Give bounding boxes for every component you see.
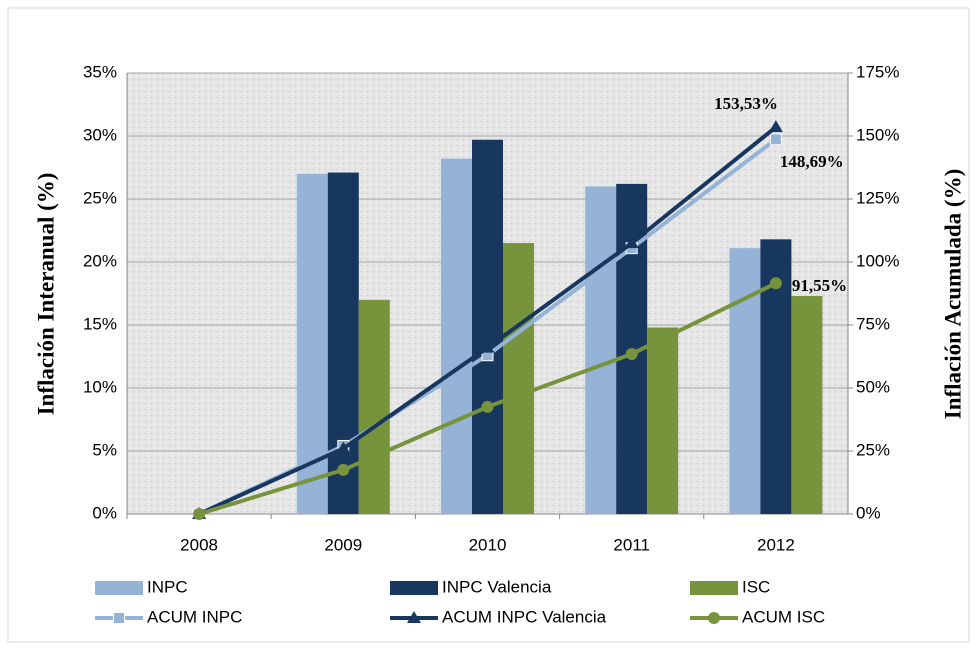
bar: [647, 327, 679, 514]
y-tick-label: 35%: [83, 62, 117, 81]
y-axis-title: Inflación Interanual (%): [33, 173, 58, 416]
bar: [729, 248, 761, 514]
x-tick-label: 2012: [757, 535, 795, 554]
legend-marker: [113, 612, 125, 624]
y-tick-label: 25%: [83, 188, 117, 207]
legend-marker: [407, 611, 421, 623]
marker: [481, 400, 494, 413]
legend-swatch: [690, 581, 738, 595]
legend-label: ISC: [742, 577, 770, 596]
y2-tick-label: 25%: [856, 440, 890, 459]
bar: [327, 172, 359, 515]
data-label: 153,53%: [714, 94, 778, 113]
x-tick-label: 2010: [469, 535, 507, 554]
bar: [358, 299, 390, 514]
y2-tick-label: 0%: [856, 503, 881, 522]
bar: [585, 186, 617, 514]
bar: [441, 158, 472, 514]
x-tick-label: 2011: [613, 535, 650, 554]
y-tick-label: 5%: [92, 440, 117, 459]
marker: [624, 236, 639, 249]
y2-tick-label: 125%: [856, 188, 899, 207]
x-tick-label: 2009: [324, 535, 362, 554]
y-tick-label: 20%: [83, 251, 117, 270]
marker: [193, 508, 206, 520]
legend-label: ACUM INPC Valencia: [442, 607, 607, 626]
x-tick-label: 2008: [180, 535, 218, 554]
marker: [336, 441, 351, 454]
marker: [337, 463, 350, 476]
legend-label: ACUM INPC: [147, 607, 242, 626]
y-tick-label: 30%: [83, 125, 117, 144]
legend-swatch: [95, 581, 143, 595]
marker: [768, 120, 783, 133]
y2-tick-label: 175%: [856, 62, 899, 81]
legend-swatch: [390, 581, 438, 595]
y-tick-label: 0%: [92, 503, 117, 522]
bar: [472, 139, 503, 514]
legend-marker: [708, 612, 720, 624]
y2-tick-label: 75%: [856, 314, 890, 333]
y2-tick-label: 150%: [856, 125, 899, 144]
legend-label: INPC: [147, 577, 188, 596]
marker: [480, 340, 495, 353]
bar: [791, 296, 823, 514]
data-label: 148,69%: [780, 152, 844, 171]
data-label: 91,55%: [792, 276, 847, 295]
y2-tick-label: 100%: [856, 251, 899, 270]
marker: [769, 277, 782, 290]
y-tick-label: 15%: [83, 314, 117, 333]
legend-label: INPC Valencia: [442, 577, 552, 596]
marker: [769, 133, 782, 146]
y2-tick-label: 50%: [856, 377, 890, 396]
y2-axis-title: Inflación Acumulada (%): [940, 169, 965, 419]
y-tick-label: 10%: [83, 377, 117, 396]
bar: [503, 243, 534, 514]
legend-label: ACUM ISC: [742, 607, 825, 626]
marker: [625, 347, 638, 360]
